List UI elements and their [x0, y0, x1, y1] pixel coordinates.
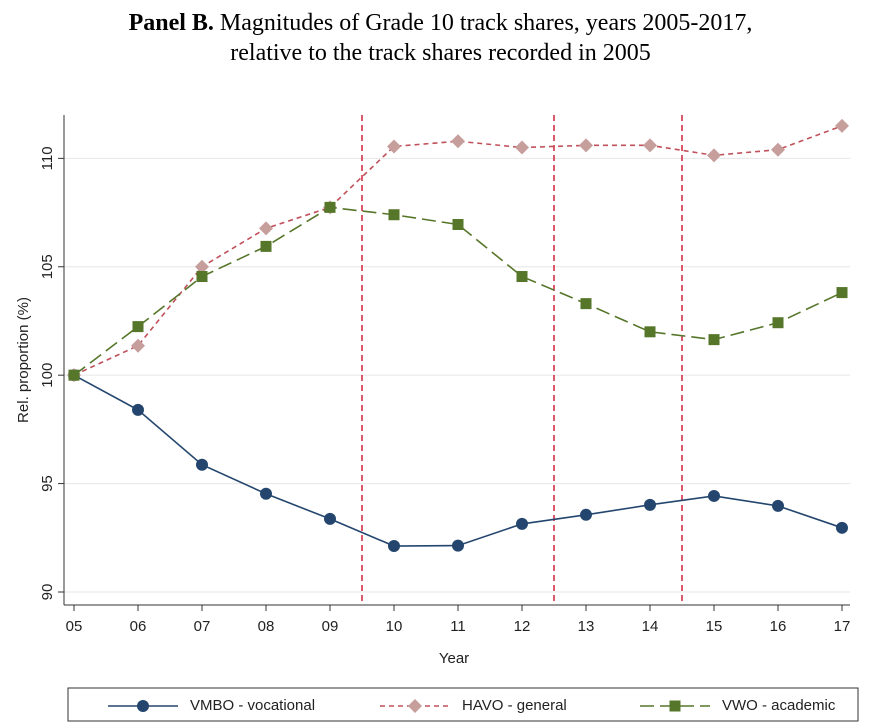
- marker: [516, 517, 528, 530]
- marker: [772, 499, 784, 512]
- marker: [836, 287, 848, 299]
- x-tick-label: 16: [770, 618, 787, 635]
- marker: [644, 498, 656, 511]
- title-line: relative to the track shares recorded in…: [0, 38, 881, 68]
- title-line: Panel B. Magnitudes of Grade 10 track sh…: [0, 8, 881, 38]
- x-tick-label: 09: [322, 618, 339, 635]
- y-tick-label: 110: [39, 146, 56, 170]
- marker: [195, 259, 209, 274]
- marker: [260, 487, 272, 500]
- y-axis-label: Rel. proportion (%): [15, 297, 32, 423]
- marker: [644, 326, 656, 338]
- marker: [68, 369, 80, 381]
- legend-marker: [669, 700, 681, 712]
- x-tick-label: 15: [706, 618, 723, 635]
- legend-marker: [137, 700, 149, 712]
- x-tick-label: 05: [66, 618, 83, 635]
- x-tick-label: 11: [450, 618, 466, 635]
- marker: [131, 338, 145, 353]
- y-tick-label: 105: [39, 254, 56, 279]
- y-tick-label: 90: [39, 584, 56, 601]
- marker: [324, 512, 336, 525]
- x-tick-label: 12: [514, 618, 531, 635]
- series-line: [73, 374, 843, 547]
- marker: [196, 458, 208, 471]
- marker: [708, 489, 720, 502]
- marker: [708, 334, 720, 346]
- marker: [260, 240, 272, 252]
- x-tick-label: 14: [642, 618, 659, 635]
- title-label: Panel B.: [128, 10, 214, 36]
- title-block: Panel B. Magnitudes of Grade 10 track sh…: [0, 8, 881, 68]
- y-tick-label: 100: [39, 363, 56, 388]
- marker: [132, 403, 144, 416]
- marker: [132, 321, 144, 333]
- title-text: Magnitudes of Grade 10 track shares, yea…: [219, 10, 753, 36]
- legend-marker: [408, 699, 422, 713]
- marker: [707, 148, 721, 163]
- marker: [580, 508, 592, 521]
- marker: [452, 218, 464, 230]
- marker: [388, 209, 400, 221]
- x-tick-label: 17: [834, 618, 851, 635]
- series-line: [73, 206, 843, 376]
- series-line: [73, 125, 843, 376]
- legend-box: [67, 687, 859, 722]
- x-tick-label: 10: [386, 618, 403, 635]
- marker: [836, 521, 848, 534]
- title-text: relative to the track shares recorded in…: [230, 40, 651, 66]
- marker: [259, 221, 273, 236]
- x-tick-label: 07: [194, 618, 211, 635]
- marker: [579, 138, 593, 153]
- marker: [580, 298, 592, 310]
- marker: [452, 539, 464, 552]
- y-tick-label: 95: [39, 475, 56, 492]
- marker: [324, 201, 336, 213]
- marker: [516, 271, 528, 283]
- x-tick-label: 13: [578, 618, 595, 635]
- x-axis-label: Year: [439, 650, 469, 667]
- marker: [515, 140, 529, 155]
- legend-label: HAVO - general: [462, 697, 567, 714]
- legend-label: VWO - academic: [722, 697, 836, 714]
- marker: [451, 134, 465, 149]
- marker: [388, 540, 400, 553]
- legend-label: VMBO - vocational: [190, 697, 315, 714]
- marker: [771, 142, 785, 157]
- x-tick-label: 08: [258, 618, 275, 635]
- marker: [643, 138, 657, 153]
- x-tick-label: 06: [130, 618, 147, 635]
- marker: [835, 118, 849, 133]
- marker: [772, 317, 784, 329]
- marker: [196, 271, 208, 283]
- marker: [387, 139, 401, 154]
